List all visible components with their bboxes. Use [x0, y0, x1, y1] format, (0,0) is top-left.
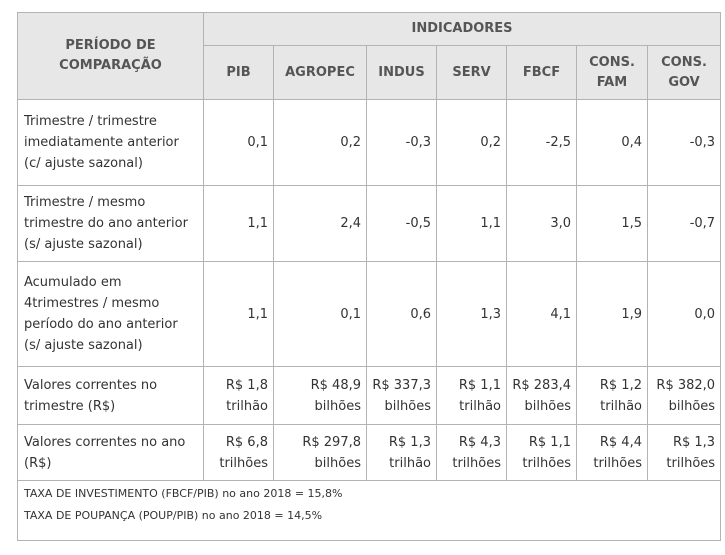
column-header-agropec: AGROPEC — [273, 45, 367, 100]
table-cell: R$ 6,8 trilhões — [203, 424, 274, 481]
table-cell: 0,4 — [576, 99, 648, 186]
column-header-pib: PIB — [203, 45, 274, 100]
table-cell: -0,3 — [366, 99, 437, 186]
indicators-table: PERÍODO DE COMPARAÇÃO INDICADORES PIB AG… — [16, 12, 722, 541]
column-header-indus: INDUS — [366, 45, 437, 100]
column-header-cons-fam: CONS. FAM — [576, 45, 648, 100]
notes-cell: TAXA DE INVESTIMENTO (FBCF/PIB) no ano 2… — [16, 480, 722, 541]
period-header: PERÍODO DE COMPARAÇÃO — [17, 12, 204, 100]
table-cell: 1,9 — [576, 261, 648, 367]
table-cell: -0,3 — [646, 99, 722, 186]
table-cell: R$ 1,8 trilhão — [203, 366, 274, 425]
savings-rate-note: TAXA DE POUPANÇA (POUP/PIB) no ano 2018 … — [24, 509, 323, 522]
table-cell: R$ 1,2 trilhão — [576, 366, 648, 425]
row-label: Valores correntes no ano (R$) — [17, 424, 204, 481]
table-cell: 1,1 — [203, 185, 274, 262]
row-label: Valores correntes no trimestre (R$) — [17, 366, 204, 425]
indicators-header: INDICADORES — [202, 12, 722, 46]
table-cell: 3,0 — [506, 185, 577, 262]
notes-row: TAXA DE INVESTIMENTO (FBCF/PIB) no ano 2… — [16, 480, 722, 541]
row-label: Trimestre / trimestre imediatamente ante… — [17, 99, 204, 186]
column-header-fbcf: FBCF — [506, 45, 577, 100]
table-cell: R$ 382,0 bilhões — [646, 366, 722, 425]
table-cell: 0,2 — [273, 99, 367, 186]
table-cell: 1,3 — [436, 261, 507, 367]
column-header-serv: SERV — [436, 45, 507, 100]
table-cell: 0,1 — [203, 99, 274, 186]
table-cell: 0,2 — [436, 99, 507, 186]
table-cell: R$ 1,3 trilhões — [646, 424, 722, 481]
table-row: Valores correntes no ano (R$) R$ 6,8 tri… — [17, 424, 722, 481]
column-header-cons-gov: CONS. GOV — [646, 45, 722, 100]
table-cell: -0,5 — [366, 185, 437, 262]
table-cell: 0,0 — [646, 261, 722, 367]
table-cell: R$ 1,3 trilhão — [366, 424, 437, 481]
table-cell: -0,7 — [646, 185, 722, 262]
table-cell: R$ 48,9 bilhões — [273, 366, 367, 425]
table-cell: R$ 1,1 trilhões — [506, 424, 577, 481]
investment-rate-note: TAXA DE INVESTIMENTO (FBCF/PIB) no ano 2… — [24, 487, 343, 500]
table-cell: R$ 283,4 bilhões — [506, 366, 577, 425]
table-cell: 0,1 — [273, 261, 367, 367]
table-cell: R$ 4,4 trilhões — [576, 424, 648, 481]
table-cell: 0,6 — [366, 261, 437, 367]
table-row: Trimestre / trimestre imediatamente ante… — [17, 99, 722, 186]
table-cell: 1,5 — [576, 185, 648, 262]
table-cell: 2,4 — [273, 185, 367, 262]
row-label: Acumulado em 4trimestres / mesmo período… — [17, 261, 204, 367]
table-cell: 1,1 — [436, 185, 507, 262]
table-cell: -2,5 — [506, 99, 577, 186]
table-row: Acumulado em 4trimestres / mesmo período… — [17, 261, 722, 367]
table-row: Valores correntes no trimestre (R$) R$ 1… — [17, 366, 722, 425]
row-label: Trimestre / mesmo trimestre do ano anter… — [17, 185, 204, 262]
table-cell: 1,1 — [203, 261, 274, 367]
table-cell: R$ 297,8 bilhões — [273, 424, 367, 481]
table-cell: 4,1 — [506, 261, 577, 367]
table-cell: R$ 1,1 trilhão — [436, 366, 507, 425]
table-cell: R$ 4,3 trilhões — [436, 424, 507, 481]
table-cell: R$ 337,3 bilhões — [366, 366, 437, 425]
table-row: Trimestre / mesmo trimestre do ano anter… — [17, 185, 722, 262]
